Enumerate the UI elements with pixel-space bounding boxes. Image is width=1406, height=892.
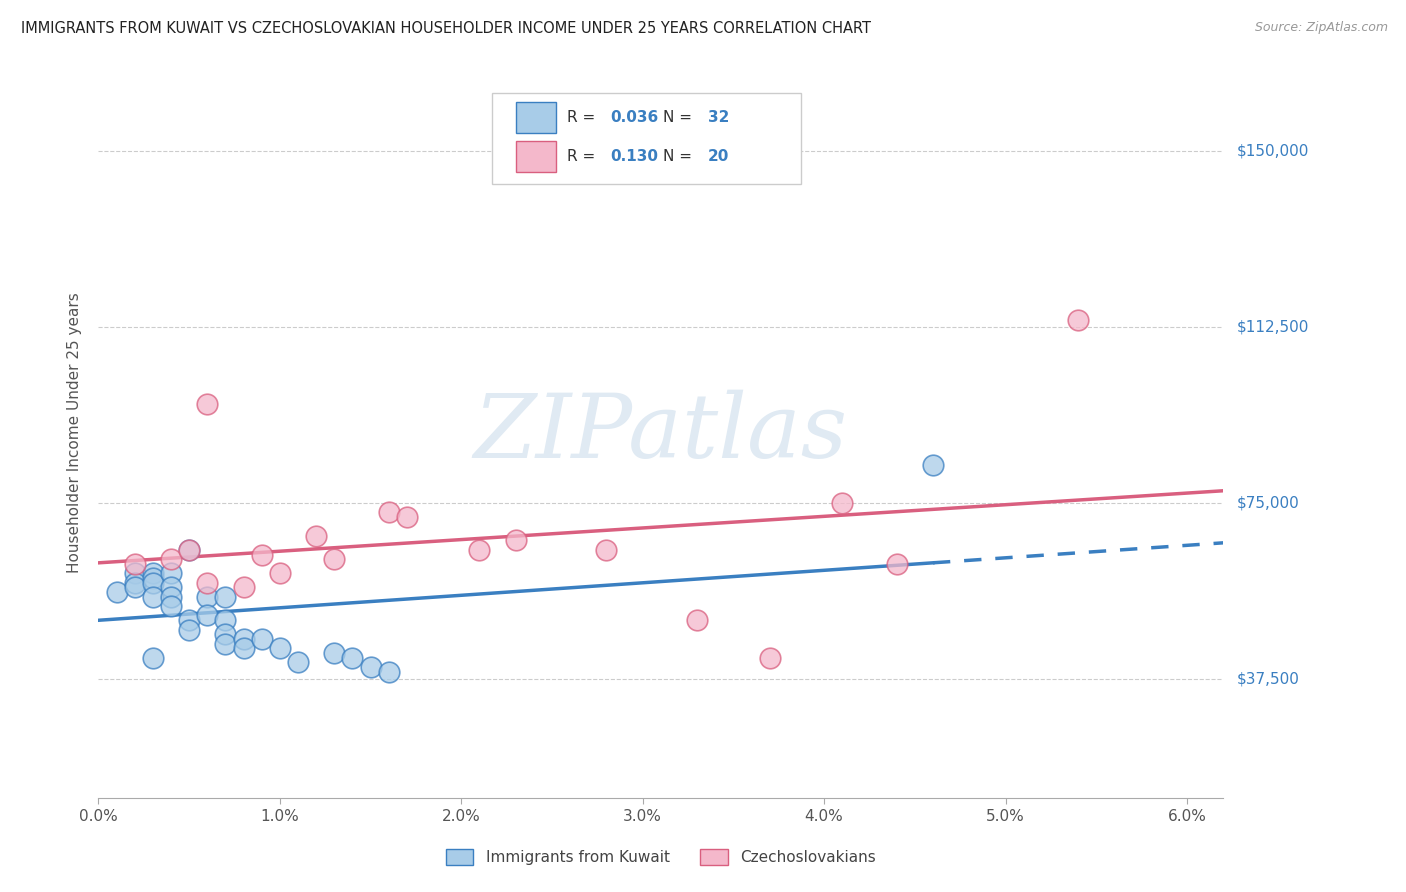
Point — [124, 566, 146, 581]
Point — [214, 627, 236, 641]
Point — [360, 660, 382, 674]
Point — [758, 650, 780, 665]
Text: IMMIGRANTS FROM KUWAIT VS CZECHOSLOVAKIAN HOUSEHOLDER INCOME UNDER 25 YEARS CORR: IMMIGRANTS FROM KUWAIT VS CZECHOSLOVAKIA… — [21, 21, 872, 36]
Point — [195, 608, 218, 623]
Point — [323, 552, 346, 566]
Point — [179, 613, 201, 627]
Point — [179, 542, 201, 557]
Point — [124, 580, 146, 594]
Point — [1067, 313, 1090, 327]
Point — [250, 632, 273, 646]
Point — [922, 458, 945, 473]
Point — [105, 585, 128, 599]
Point — [179, 623, 201, 637]
Point — [505, 533, 527, 548]
Point — [142, 571, 165, 585]
Point — [250, 548, 273, 562]
Point — [160, 566, 183, 581]
Text: Source: ZipAtlas.com: Source: ZipAtlas.com — [1254, 21, 1388, 34]
Point — [142, 650, 165, 665]
Point — [468, 542, 491, 557]
Point — [377, 665, 399, 679]
FancyBboxPatch shape — [492, 93, 801, 184]
FancyBboxPatch shape — [516, 103, 557, 133]
Point — [232, 580, 254, 594]
Point — [124, 557, 146, 571]
Point — [377, 505, 399, 519]
Text: 0.036: 0.036 — [610, 110, 658, 125]
Text: N =: N = — [664, 149, 697, 164]
Point — [686, 613, 709, 627]
Point — [124, 575, 146, 590]
Text: $150,000: $150,000 — [1237, 144, 1309, 159]
Point — [232, 641, 254, 656]
Point — [179, 542, 201, 557]
Text: 20: 20 — [709, 149, 730, 164]
Point — [142, 575, 165, 590]
Point — [305, 529, 328, 543]
Point — [195, 590, 218, 604]
Text: $75,000: $75,000 — [1237, 495, 1301, 510]
Point — [232, 632, 254, 646]
Text: R =: R = — [568, 149, 600, 164]
FancyBboxPatch shape — [516, 141, 557, 171]
Text: N =: N = — [664, 110, 697, 125]
Text: R =: R = — [568, 110, 600, 125]
Point — [214, 613, 236, 627]
Point — [195, 575, 218, 590]
Point — [195, 397, 218, 411]
Point — [287, 656, 309, 670]
Point — [595, 542, 617, 557]
Text: 0.130: 0.130 — [610, 149, 658, 164]
Text: $37,500: $37,500 — [1237, 672, 1301, 686]
Point — [142, 590, 165, 604]
Point — [160, 599, 183, 613]
Point — [831, 496, 853, 510]
Point — [160, 590, 183, 604]
Text: 32: 32 — [709, 110, 730, 125]
Point — [160, 552, 183, 566]
Point — [214, 637, 236, 651]
Y-axis label: Householder Income Under 25 years: Householder Income Under 25 years — [67, 293, 83, 573]
Point — [886, 557, 908, 571]
Text: ZIPatlas: ZIPatlas — [474, 389, 848, 476]
Point — [142, 566, 165, 581]
Point — [323, 646, 346, 660]
Legend: Immigrants from Kuwait, Czechoslovakians: Immigrants from Kuwait, Czechoslovakians — [440, 843, 882, 871]
Point — [269, 641, 291, 656]
Point — [342, 650, 364, 665]
Text: $112,500: $112,500 — [1237, 319, 1309, 334]
Point — [269, 566, 291, 581]
Point — [395, 510, 418, 524]
Point — [160, 580, 183, 594]
Point — [214, 590, 236, 604]
